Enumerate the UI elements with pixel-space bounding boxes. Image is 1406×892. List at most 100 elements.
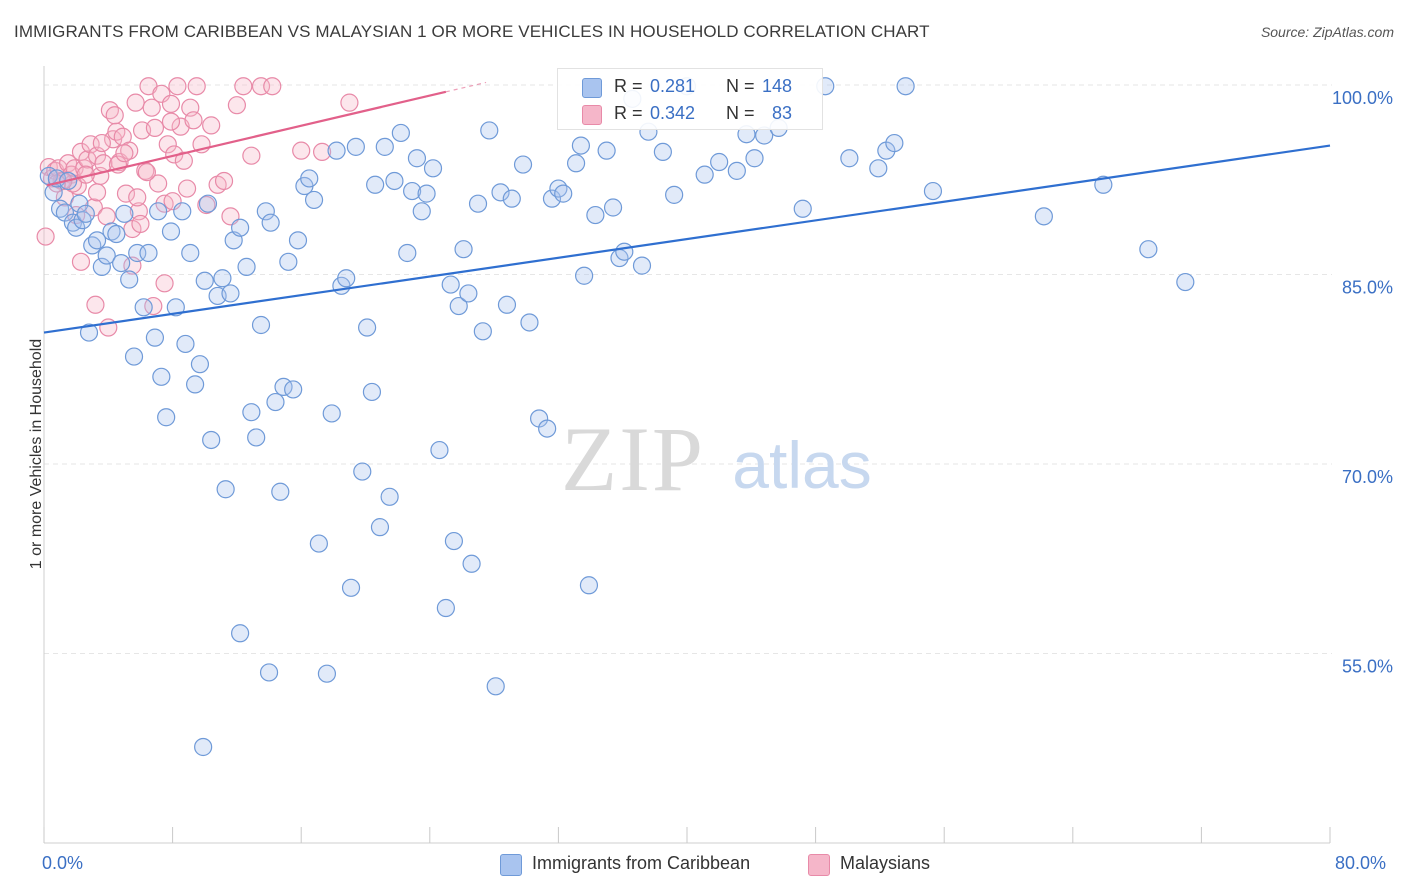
- point-caribbean: [173, 202, 192, 221]
- point-malaysians: [158, 135, 177, 154]
- point-caribbean: [542, 189, 562, 208]
- legend-label-caribbean: Immigrants from Caribbean: [532, 853, 751, 873]
- chart-source: Source: ZipAtlas.com: [1260, 24, 1394, 40]
- point-caribbean: [538, 419, 557, 438]
- point-caribbean: [231, 218, 250, 237]
- point-caribbean: [497, 295, 517, 314]
- point-caribbean: [346, 137, 365, 156]
- point-malaysians: [116, 184, 136, 203]
- point-malaysians: [92, 133, 111, 153]
- point-caribbean: [444, 531, 464, 551]
- point-caribbean: [923, 181, 943, 201]
- point-caribbean: [398, 243, 417, 263]
- point-malaysians: [214, 171, 234, 191]
- point-malaysians: [144, 296, 163, 316]
- point-caribbean: [261, 213, 280, 232]
- chart-title: IMMIGRANTS FROM CARIBBEAN VS MALAYSIAN 1…: [14, 22, 930, 41]
- point-caribbean: [695, 165, 714, 184]
- watermark-atlas: atlas: [732, 428, 871, 502]
- point-caribbean: [391, 123, 410, 143]
- point-caribbean: [793, 199, 812, 218]
- point-caribbean: [107, 224, 126, 244]
- point-caribbean: [166, 298, 185, 317]
- point-malaysians: [161, 112, 181, 131]
- point-caribbean: [571, 136, 591, 155]
- point-caribbean: [120, 270, 139, 289]
- trend-lines: [43, 81, 1331, 334]
- point-caribbean: [412, 202, 431, 221]
- point-caribbean: [190, 355, 210, 374]
- n-value: 83: [772, 103, 793, 123]
- n-value: 148: [762, 76, 793, 96]
- point-caribbean: [266, 392, 285, 412]
- watermark: ZIP atlas: [561, 408, 872, 510]
- point-caribbean: [284, 380, 303, 399]
- trend-line-caribbean: [43, 144, 1331, 334]
- point-caribbean: [279, 252, 298, 271]
- grid-lines: [44, 84, 1332, 654]
- axes: [43, 66, 1331, 844]
- point-caribbean: [322, 404, 341, 423]
- point-caribbean: [216, 480, 235, 499]
- point-caribbean: [869, 159, 888, 178]
- x-tick-max: 80.0%: [1335, 853, 1387, 873]
- point-caribbean: [309, 534, 328, 553]
- n-label: N =: [726, 103, 755, 123]
- y-tick-label: 85.0%: [1342, 277, 1393, 297]
- point-caribbean: [423, 159, 443, 178]
- point-malaysians: [155, 274, 174, 293]
- y-tick-labels: 55.0% 70.0% 85.0% 100.0%: [1332, 88, 1393, 677]
- point-caribbean: [653, 142, 672, 162]
- point-caribbean: [102, 222, 121, 241]
- r-value: 0.342: [650, 103, 696, 123]
- point-caribbean: [341, 578, 361, 597]
- stats-legend: R = 0.281 N = 148 R = 0.342 N = 83: [557, 68, 823, 130]
- point-malaysians: [312, 142, 332, 162]
- point-caribbean: [97, 246, 116, 265]
- point-caribbean: [195, 271, 214, 290]
- point-caribbean: [83, 236, 102, 255]
- point-malaysians: [340, 93, 359, 112]
- point-caribbean: [76, 204, 95, 223]
- point-caribbean: [575, 266, 594, 285]
- point-caribbean: [597, 141, 616, 160]
- point-caribbean: [586, 205, 605, 225]
- y-tick-label: 100.0%: [1332, 88, 1393, 108]
- point-caribbean: [202, 430, 221, 450]
- point-caribbean: [259, 663, 279, 682]
- point-caribbean: [1034, 207, 1053, 226]
- y-tick-label: 55.0%: [1342, 656, 1393, 676]
- point-malaysians: [105, 106, 124, 125]
- trend-line-malaysians-extension: [445, 81, 487, 93]
- point-malaysians: [161, 94, 181, 114]
- point-caribbean: [317, 664, 337, 683]
- point-caribbean: [161, 222, 181, 241]
- legend-swatch-caribbean: [582, 78, 602, 98]
- point-caribbean: [247, 428, 266, 447]
- point-caribbean: [194, 737, 213, 757]
- point-caribbean: [549, 179, 568, 198]
- point-caribbean: [436, 598, 455, 618]
- y-axis-label: 1 or more Vehicles in Household: [28, 338, 45, 570]
- point-caribbean: [603, 198, 623, 217]
- point-malaysians: [202, 116, 221, 135]
- point-malaysians: [100, 101, 120, 120]
- point-caribbean: [87, 231, 107, 250]
- r-label: R =: [614, 76, 643, 96]
- point-malaysians: [227, 96, 246, 115]
- point-malaysians: [131, 214, 150, 234]
- point-caribbean: [79, 323, 99, 342]
- point-caribbean: [112, 253, 131, 273]
- point-caribbean: [134, 298, 153, 317]
- point-caribbean: [441, 275, 460, 294]
- point-caribbean: [231, 624, 250, 643]
- point-malaysians: [168, 77, 187, 96]
- point-malaysians: [120, 141, 139, 160]
- point-caribbean: [198, 194, 218, 213]
- point-caribbean: [417, 184, 436, 203]
- point-malaysians: [36, 227, 55, 246]
- point-malaysians: [292, 141, 311, 160]
- point-caribbean: [176, 334, 195, 354]
- point-caribbean: [473, 322, 492, 341]
